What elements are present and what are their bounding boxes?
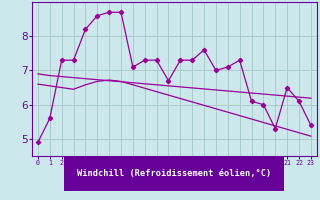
X-axis label: Windchill (Refroidissement éolien,°C): Windchill (Refroidissement éolien,°C) bbox=[77, 169, 272, 178]
